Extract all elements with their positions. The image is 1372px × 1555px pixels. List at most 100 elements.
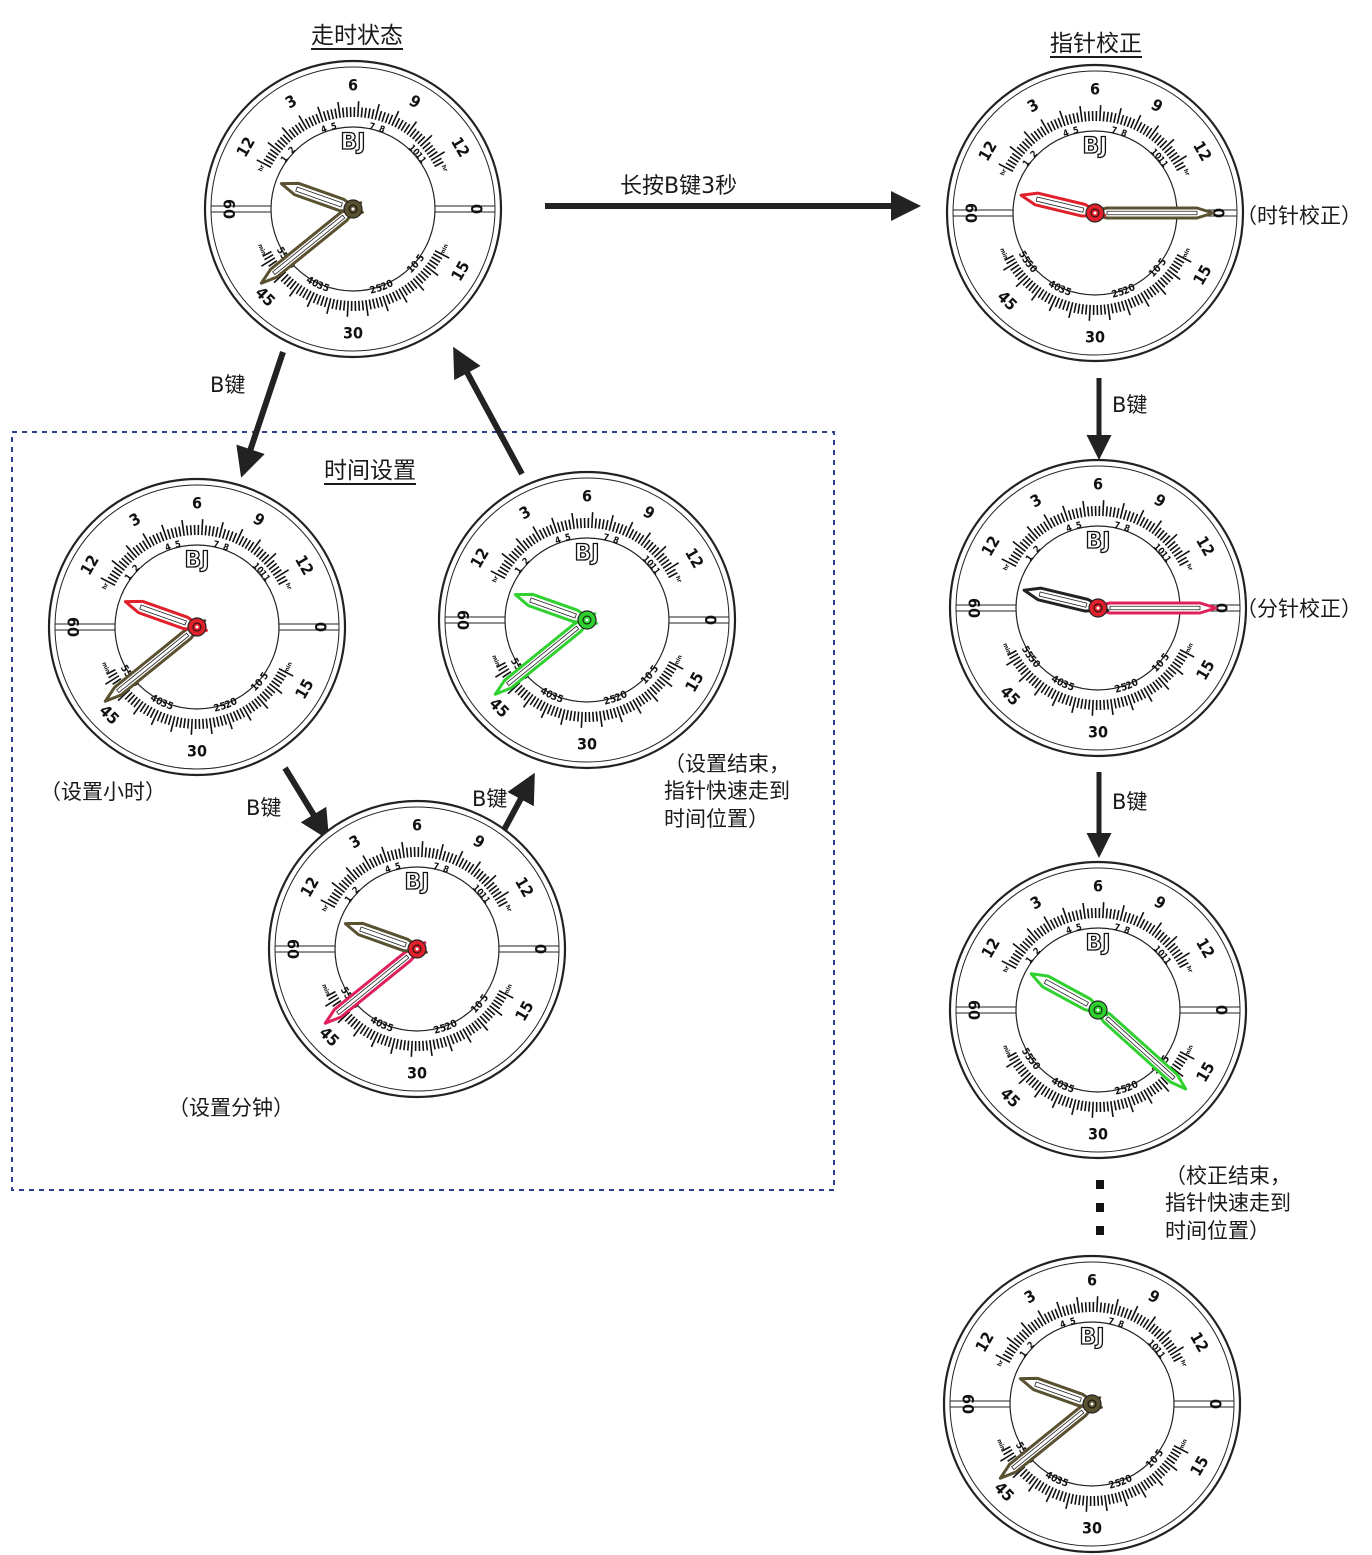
hour-scale-tick <box>308 116 314 127</box>
hour-scale-tick <box>1030 133 1038 142</box>
dial-hr-marker: hr <box>1179 1359 1188 1368</box>
minute-scale-tick <box>1116 1099 1121 1110</box>
minute-scale-tick <box>656 678 666 687</box>
hour-scale-tick <box>1008 557 1019 564</box>
minute-scale-tick <box>1170 1451 1180 1458</box>
minute-scale-tick <box>1107 303 1111 321</box>
minute-scale-tick <box>1054 297 1061 308</box>
minute-scale-tick <box>269 683 283 695</box>
minute-scale-tick <box>124 691 133 700</box>
minute-scale-tick <box>306 292 315 308</box>
minute-scale-tick <box>474 1020 482 1029</box>
hour-scale-tick <box>135 544 143 554</box>
hand-hub-inner <box>412 944 422 954</box>
hour-scale-tick <box>428 847 431 858</box>
hour-scale-tick <box>643 539 651 549</box>
minute-scale-tick <box>150 710 159 726</box>
hour-scale-tick <box>1076 112 1080 123</box>
minute-scale-tick <box>1012 266 1022 275</box>
minute-scale-tick <box>1127 298 1133 309</box>
minute-scale-tick <box>651 684 661 693</box>
hour-scale-tick <box>152 534 158 545</box>
dial-hour-minor-number: 7 <box>1110 126 1118 137</box>
hour-scale-tick <box>201 519 204 536</box>
minute-scale-tick <box>1103 304 1107 315</box>
hour-scale-tick <box>247 541 255 551</box>
hour-scale-tick <box>528 535 536 545</box>
hour-scale-tick <box>516 545 525 554</box>
hour-scale-tick <box>1157 931 1165 941</box>
dial-minute-minor-number: 20 <box>223 696 239 711</box>
hour-scale-tick <box>331 891 341 899</box>
hour-scale-tick <box>473 868 481 878</box>
minute-scale-tick <box>1030 286 1042 301</box>
dial-hour-minor-number: 2 <box>521 556 532 567</box>
dial-hour-minor-number: 2 <box>1026 1340 1037 1351</box>
minute-scale-tick <box>1065 301 1071 312</box>
hour-scale-tick <box>1019 143 1028 152</box>
minute-scale-tick <box>507 682 521 695</box>
hour-scale-tick <box>1156 137 1165 146</box>
minute-scale-tick <box>215 716 220 727</box>
hour-hand-inner <box>139 604 187 626</box>
minute-scale-tick <box>1076 697 1080 709</box>
hour-scale-tick <box>488 884 498 893</box>
minute-scale-tick <box>1015 275 1029 288</box>
minute-scale-tick <box>417 273 427 282</box>
minute-scale-tick <box>376 1033 383 1044</box>
hour-scale-tick <box>1157 529 1165 539</box>
minute-scale-tick <box>273 271 287 284</box>
hour-scale-tick <box>1136 1314 1143 1325</box>
dial-minute-number: 0 <box>468 204 487 214</box>
hour-scale-tick <box>1039 126 1047 136</box>
hour-scale-tick <box>166 529 172 540</box>
minute-scale-tick <box>449 1034 455 1045</box>
hour-scale-tick <box>1145 127 1153 137</box>
hour-scale-tick <box>498 901 508 908</box>
minute-scale-tick <box>498 665 508 672</box>
minute-scale-tick <box>229 712 235 723</box>
caption-line: 指针快速走到 <box>664 779 790 804</box>
hour-hand <box>513 592 598 625</box>
minute-scale-tick <box>1007 1455 1017 1462</box>
dial-minute-number: 0 <box>1213 1005 1232 1015</box>
hour-scale-tick <box>1099 1302 1103 1313</box>
minute-scale-tick <box>271 680 281 688</box>
hour-scale-tick <box>1159 934 1168 943</box>
minute-scale-tick <box>550 705 556 716</box>
hour-scale-tick <box>1109 908 1112 919</box>
dial-hour-minor-number: 7 <box>602 533 610 544</box>
minute-scale-tick <box>484 1010 493 1019</box>
hour-scale-tick <box>406 121 418 136</box>
minute-scale-tick <box>251 700 259 710</box>
minute-scale-tick <box>1110 698 1114 716</box>
dial-minute-number: 0 <box>1210 208 1229 218</box>
minute-scale-tick <box>1077 303 1081 314</box>
dial-min-marker: min <box>998 247 1009 260</box>
minute-scale-tick <box>580 711 583 728</box>
hour-scale-tick <box>1102 500 1105 517</box>
hour-scale-tick <box>1002 1353 1013 1360</box>
clock-bezel-ring <box>955 867 1241 1153</box>
minute-scale-tick <box>1040 290 1048 301</box>
arrow-set-end-to-running <box>453 346 525 476</box>
hour-scale-tick <box>1116 108 1122 124</box>
hour-scale-tick <box>1024 138 1033 147</box>
minute-scale-tick <box>442 1036 448 1047</box>
dial-hour-minor-number: 1 <box>279 154 291 165</box>
hand-hub-pin <box>585 618 589 622</box>
minute-scale-tick <box>622 704 629 714</box>
minute-scale-tick <box>1174 658 1184 666</box>
minute-hand <box>323 941 427 1025</box>
hour-scale-tick <box>381 846 388 863</box>
dial-hour-minor-number: 2 <box>1032 946 1043 957</box>
hour-scale-tick <box>1169 1346 1185 1356</box>
minute-scale-tick <box>1157 1078 1170 1093</box>
dial-minute-minor-number: 35 <box>379 1020 395 1035</box>
minute-scale-tick <box>264 254 274 261</box>
dial-minute-minor-number: 25 <box>433 1023 448 1037</box>
minute-scale-tick <box>326 990 336 997</box>
hour-scale-tick <box>1136 509 1145 525</box>
minute-scale-tick <box>661 673 671 681</box>
minute-scale-tick <box>1006 258 1016 265</box>
